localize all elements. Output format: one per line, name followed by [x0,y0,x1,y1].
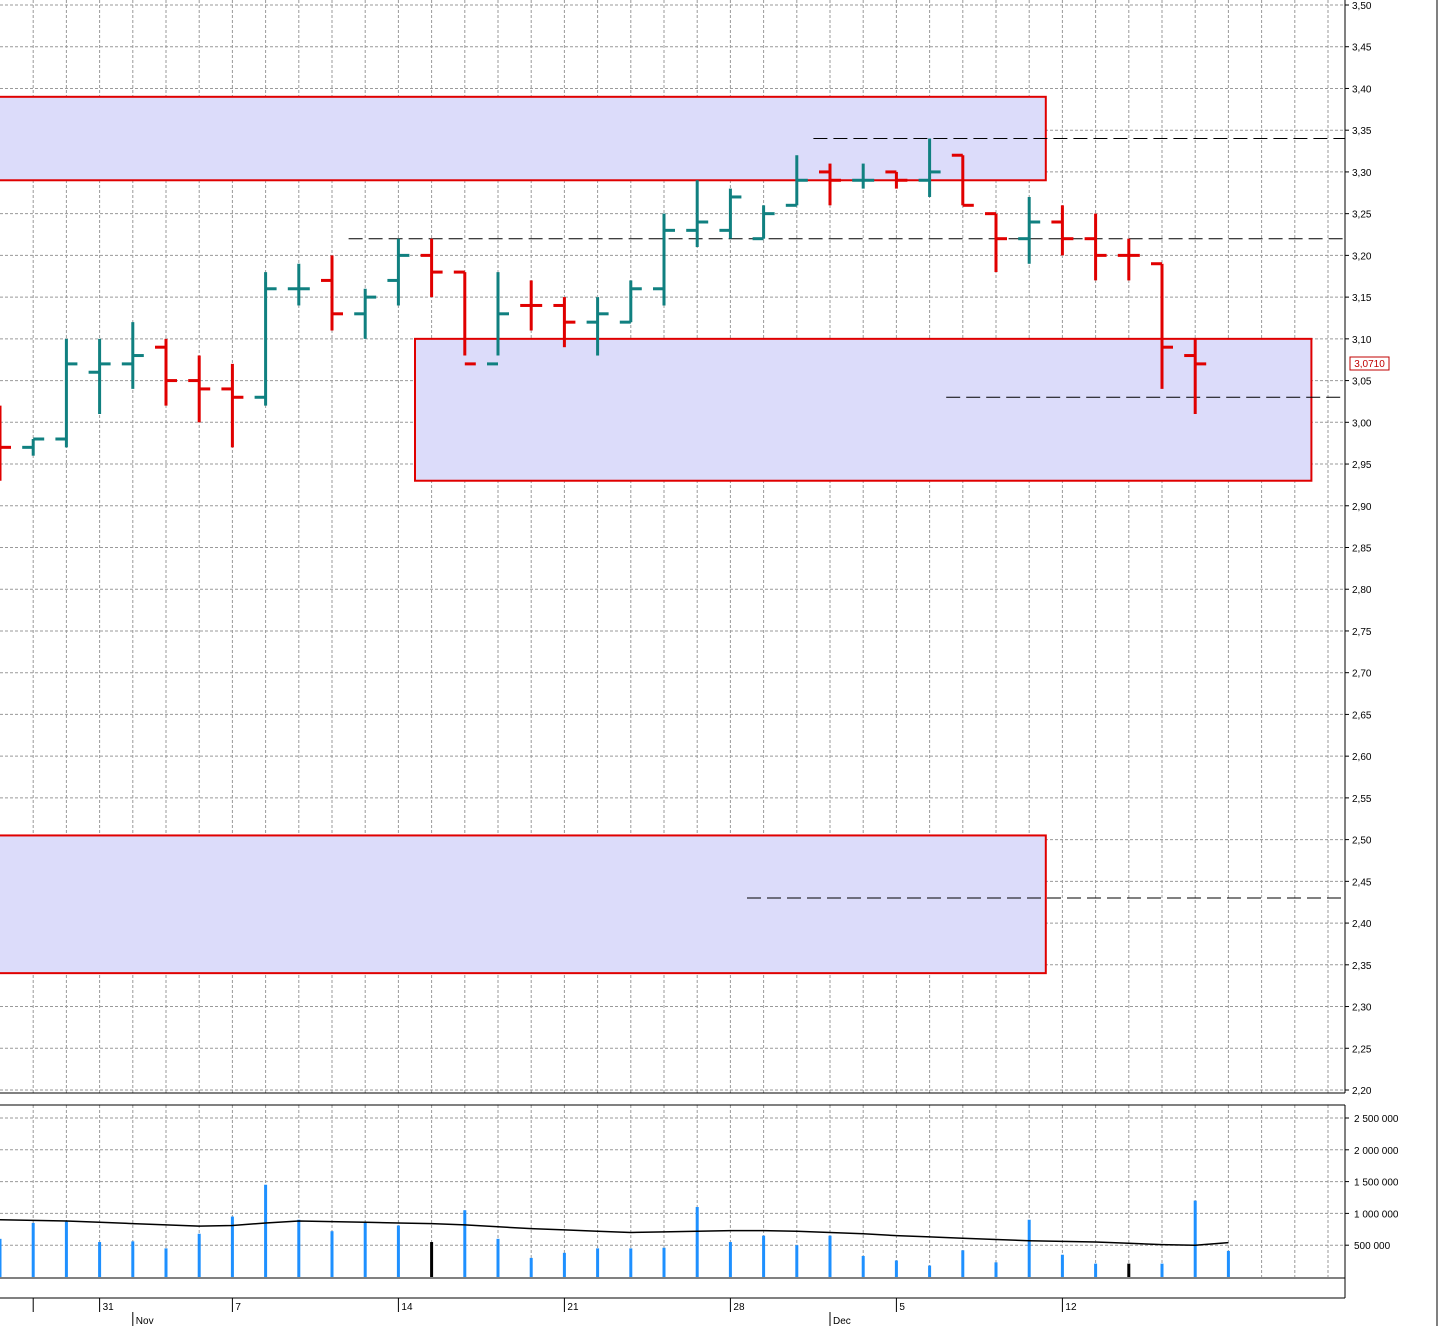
ohlc-bar [719,188,742,239]
volume-moving-average [0,1219,1229,1246]
price-tick-label: 3,10 [1352,335,1372,346]
price-tick-label: 2,30 [1352,1003,1372,1014]
price-tick-label: 2,50 [1352,836,1372,847]
volume-tick-label: 1 500 000 [1354,1178,1399,1189]
volume-tick-label: 1 000 000 [1354,1209,1399,1220]
ohlc-bar [387,238,410,306]
last-price-marker: 3,0710 [1349,356,1390,371]
day-tick-label: 31 [103,1302,115,1313]
ohlc-bar [188,355,211,423]
ohlc-bar [155,338,177,406]
price-tick-label: 3,35 [1352,126,1372,137]
ohlc-bar [420,238,443,298]
ohlc-bar [985,212,1007,273]
day-tick-label: 14 [401,1302,413,1313]
ohlc-bar [586,297,609,356]
price-tick-label: 3,30 [1352,168,1372,179]
day-tick-label: 28 [733,1302,745,1313]
zone-rectangle [0,95,1047,182]
price-tick-label: 2,25 [1352,1044,1372,1055]
ohlc-bar [885,170,908,189]
ohlc-bar [1117,238,1140,281]
ohlc-bar [88,338,111,414]
ohlc-bar [520,280,543,331]
ohlc-bar [321,255,343,331]
price-axis: 3,50 3,45 3,40 3,35 3,30 3,25 3,20 3,15 3,10 3,05… [1345,1,1372,1097]
day-tick-label: 5 [899,1302,905,1313]
ohlc-bar [785,155,808,207]
price-tick-label: 3,45 [1352,43,1372,54]
ohlc-bar [254,272,277,406]
price-tick-label: 2,35 [1352,961,1372,972]
ohlc-bar [819,163,841,206]
ohlc-bar [1084,213,1107,281]
volume-axis: 2 500 000 2 000 000 1 500 000 1 000 000 500 … [1345,1114,1399,1252]
ohlc-bar [686,180,709,248]
price-tick-label: 2,70 [1352,669,1372,680]
ohlc-bar [553,297,576,348]
ohlc-bar [1018,196,1041,264]
zone-rectangle [0,834,1047,975]
ohlc-bar [653,213,675,306]
month-tick-label: Nov [136,1316,154,1326]
volume-gridlines [0,1105,1345,1277]
price-tick-label: 2,85 [1352,544,1372,555]
price-tick-label: 2,65 [1352,710,1372,721]
last-price-label: 3,0710 [1354,359,1385,370]
day-tick-label: 21 [567,1302,579,1313]
zone-rectangle [414,337,1313,482]
price-tick-label: 2,90 [1352,502,1372,513]
price-tick-label: 3,50 [1352,1,1372,12]
price-tick-label: 2,45 [1352,877,1372,888]
price-tick-label: 2,40 [1352,919,1372,930]
price-tick-label: 2,75 [1352,627,1372,638]
last-price-box [1349,356,1390,371]
ohlc-bar [221,363,244,448]
day-tick-label: 7 [235,1302,241,1313]
ohlc-bar [619,280,642,324]
ohlc-bar [1184,338,1207,414]
ohlc-bar [752,205,775,241]
ohlc-bar [354,288,377,339]
ohlc-bar [487,272,509,366]
volume-tick-label: 500 000 [1354,1241,1391,1252]
month-tick-label: Dec [833,1316,851,1326]
ohlc-bar [287,263,310,306]
price-tick-label: 2,95 [1352,460,1372,471]
price-tick-label: 3,25 [1352,210,1372,221]
price-tick-label: 3,05 [1352,377,1372,388]
ohlc-bar [918,138,941,197]
volume-tick-label: 2 500 000 [1354,1114,1399,1125]
price-tick-label: 3,20 [1352,251,1372,262]
ohlc-bar [55,338,78,448]
time-axis: 31 7 14 21 28 5 12 Nov Dec [0,1297,1345,1326]
price-tick-label: 3,15 [1352,293,1372,304]
ohlc-bar [1151,262,1173,389]
ohlc-bar [0,405,11,481]
price-tick-label: 2,80 [1352,585,1372,596]
day-tick-label: 12 [1065,1302,1077,1313]
ohlc-bar [852,163,875,189]
price-tick-label: 3,40 [1352,84,1372,95]
price-tick-label: 3,00 [1352,418,1372,429]
volume-bars [0,1184,1230,1277]
ohlc-bar [22,437,45,456]
price-tick-label: 2,55 [1352,794,1372,805]
horizontal-levels [348,138,1345,899]
ohlc-bars [0,138,1207,481]
ohlc-bar [951,153,974,207]
price-tick-label: 2,20 [1352,1086,1372,1097]
volume-ma-line [0,1219,1229,1246]
ohlc-bar [1051,205,1074,256]
ohlc-bar [453,270,476,366]
volume-tick-label: 2 000 000 [1354,1146,1399,1157]
price-tick-label: 2,60 [1352,752,1372,763]
ohlc-bar [121,322,144,389]
